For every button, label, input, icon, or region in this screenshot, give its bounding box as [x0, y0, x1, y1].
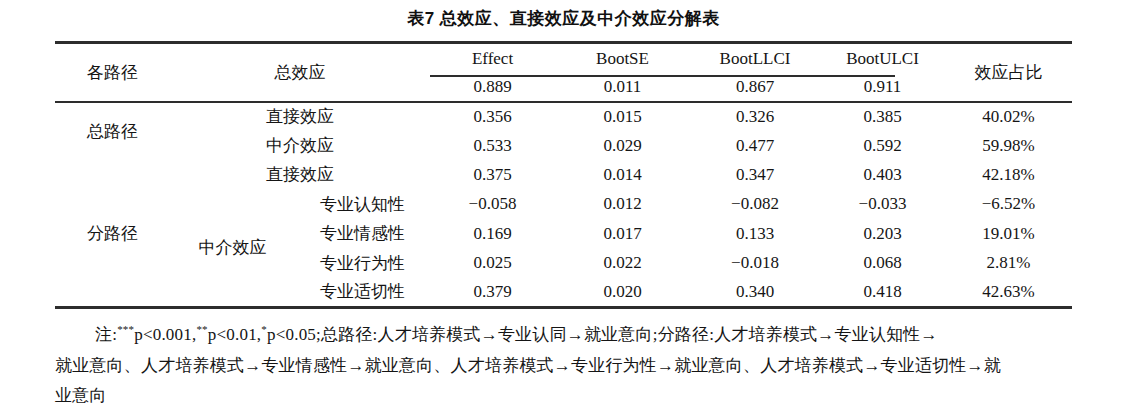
cell-bootllci: 0.347	[690, 160, 820, 189]
effects-table-container: 各路径 总效应 Effect BootSE BootLLCI BootULCI …	[55, 41, 1072, 309]
cell-ratio: 42.63%	[945, 278, 1072, 307]
table-row: 总路径 直接效应 0.356 0.015 0.326 0.385 40.02%	[55, 102, 1072, 131]
cell-bootulci: 0.203	[820, 219, 945, 248]
total-effect-value: 0.889	[430, 74, 555, 102]
table-body: 总路径 直接效应 0.356 0.015 0.326 0.385 40.02% …	[55, 102, 1072, 308]
group-sub-path: 分路径	[55, 160, 170, 307]
cell-label: 专业行为性	[295, 248, 430, 277]
cell-label: 专业情感性	[295, 219, 430, 248]
header-paths: 各路径	[55, 43, 170, 102]
cell-bootllci: −0.018	[690, 248, 820, 277]
table-row: 中介效应 专业认知性 −0.058 0.012 −0.082 −0.033 −6…	[55, 190, 1072, 219]
cell-bootulci: 0.418	[820, 278, 945, 307]
cell-label: 中介效应	[170, 131, 430, 160]
cell-bootllci: 0.133	[690, 219, 820, 248]
header-effect: Effect	[430, 43, 555, 74]
cell-effect: 0.533	[430, 131, 555, 160]
cell-bootulci: 0.592	[820, 131, 945, 160]
cell-bootulci: 0.385	[820, 102, 945, 131]
header-ratio: 效应占比	[945, 43, 1072, 102]
cell-effect: 0.169	[430, 219, 555, 248]
cell-bootllci: −0.082	[690, 190, 820, 219]
footnote-line-3: 业意向	[55, 381, 1072, 412]
total-bootllci-value: 0.867	[690, 74, 820, 102]
cell-bootse: 0.029	[555, 131, 690, 160]
significance-text-05-and-paths: p<0.05;总路径:人才培养模式→专业认同→就业意向;分路径:人才培养模式→专…	[267, 325, 938, 344]
table-title: 表7 总效应、直接效应及中介效应分解表	[0, 7, 1127, 30]
header-bootllci: BootLLCI	[690, 43, 820, 74]
cell-bootllci: 0.477	[690, 131, 820, 160]
cell-effect: 0.025	[430, 248, 555, 277]
stat-columns-subrule	[430, 75, 895, 77]
cell-bootllci: 0.326	[690, 102, 820, 131]
group-mediation: 中介效应	[170, 190, 295, 308]
cell-bootse: 0.014	[555, 160, 690, 189]
cell-effect: 0.356	[430, 102, 555, 131]
cell-ratio: 19.01%	[945, 219, 1072, 248]
cell-ratio: 2.81%	[945, 248, 1072, 277]
cell-label: 直接效应	[170, 160, 430, 189]
footnote-line-1: 注:***p<0.001,**p<0.01,*p<0.05;总路径:人才培养模式…	[55, 320, 1072, 351]
footnote-prefix: 注:	[95, 325, 117, 344]
significance-stars-01: **	[196, 323, 207, 335]
table-header: 各路径 总效应 Effect BootSE BootLLCI BootULCI …	[55, 43, 1072, 102]
table-footnote: 注:***p<0.001,**p<0.01,*p<0.05;总路径:人才培养模式…	[55, 320, 1072, 412]
cell-label: 专业适切性	[295, 278, 430, 307]
cell-bootse: 0.022	[555, 248, 690, 277]
header-total-effect: 总效应	[170, 43, 430, 102]
total-bootulci-value: 0.911	[820, 74, 945, 102]
total-bootse-value: 0.011	[555, 74, 690, 102]
header-bootse: BootSE	[555, 43, 690, 74]
cell-bootse: 0.017	[555, 219, 690, 248]
cell-bootse: 0.015	[555, 102, 690, 131]
significance-text-01: p<0.01,	[208, 325, 262, 344]
cell-effect: 0.379	[430, 278, 555, 307]
group-total-path: 总路径	[55, 102, 170, 161]
cell-bootse: 0.012	[555, 190, 690, 219]
table-row: 分路径 直接效应 0.375 0.014 0.347 0.403 42.18%	[55, 160, 1072, 189]
cell-bootse: 0.020	[555, 278, 690, 307]
header-row-1: 各路径 总效应 Effect BootSE BootLLCI BootULCI …	[55, 43, 1072, 74]
cell-label: 专业认知性	[295, 190, 430, 219]
effects-table: 各路径 总效应 Effect BootSE BootLLCI BootULCI …	[55, 41, 1072, 309]
footnote-line-2: 就业意向、人才培养模式→专业情感性→就业意向、人才培养模式→专业行为性→就业意向…	[55, 351, 1072, 382]
cell-ratio: 59.98%	[945, 131, 1072, 160]
cell-effect: −0.058	[430, 190, 555, 219]
cell-bootulci: −0.033	[820, 190, 945, 219]
cell-ratio: 40.02%	[945, 102, 1072, 131]
significance-text-001: p<0.001,	[134, 325, 196, 344]
cell-bootulci: 0.403	[820, 160, 945, 189]
cell-effect: 0.375	[430, 160, 555, 189]
cell-ratio: −6.52%	[945, 190, 1072, 219]
cell-bootulci: 0.068	[820, 248, 945, 277]
significance-stars-001: ***	[117, 323, 134, 335]
header-bootulci: BootULCI	[820, 43, 945, 74]
cell-bootllci: 0.340	[690, 278, 820, 307]
cell-label: 直接效应	[170, 102, 430, 131]
cell-ratio: 42.18%	[945, 160, 1072, 189]
table-row: 中介效应 0.533 0.029 0.477 0.592 59.98%	[55, 131, 1072, 160]
